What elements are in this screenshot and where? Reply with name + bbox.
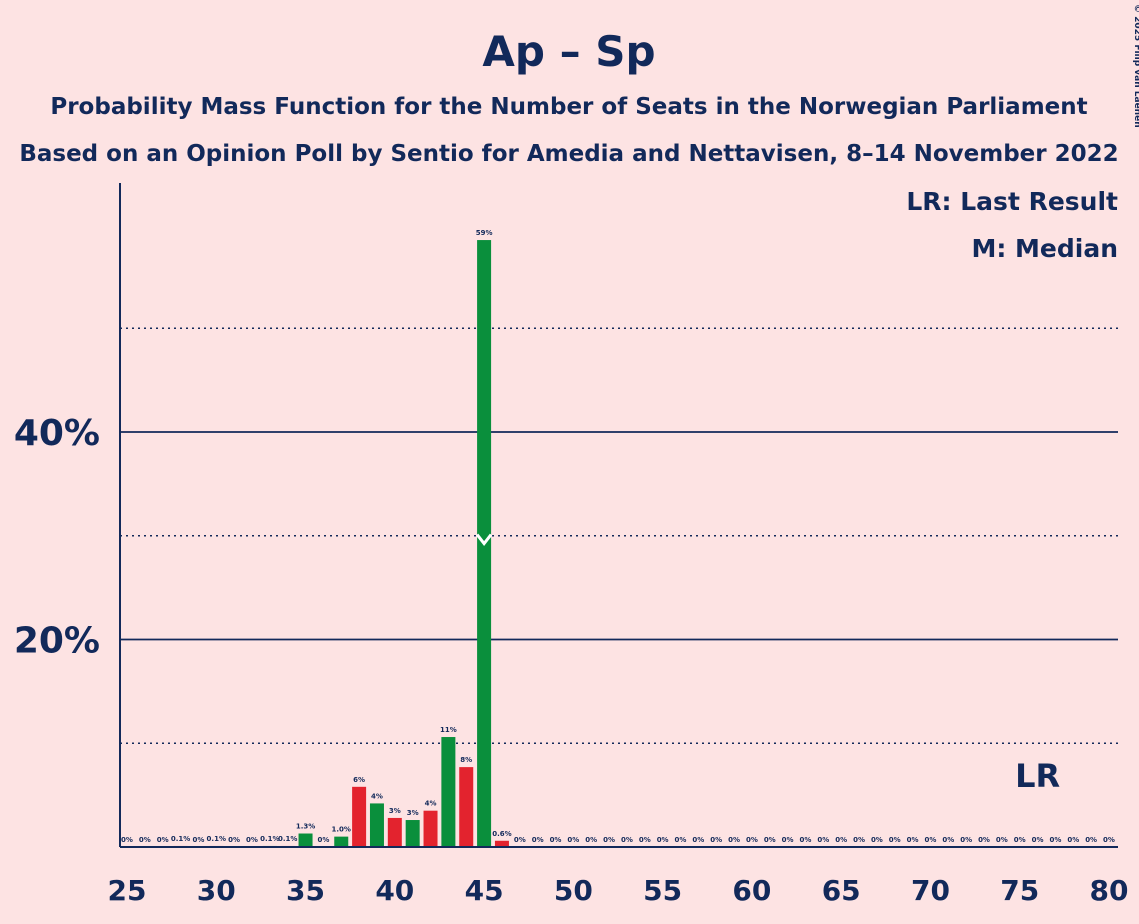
bar: [441, 737, 456, 847]
value-label: 0%: [871, 836, 883, 844]
legend-entry: M: Median: [971, 234, 1118, 263]
value-label: 0%: [532, 836, 544, 844]
x-tick-label: 75: [1000, 874, 1039, 907]
value-label: 0%: [603, 836, 615, 844]
value-label: 0%: [978, 836, 990, 844]
bar: [369, 803, 384, 847]
x-tick-label: 40: [375, 874, 414, 907]
median-marker: [475, 533, 493, 546]
bar: [405, 820, 420, 847]
value-label: 0%: [228, 836, 240, 844]
value-label: 0%: [675, 836, 687, 844]
value-label: 0%: [621, 836, 633, 844]
chart-subtitle: Probability Mass Function for the Number…: [50, 94, 1087, 120]
copyright: © 2025 Filip van Laenen: [1132, 4, 1139, 128]
value-label: 0%: [835, 836, 847, 844]
value-label: 4%: [425, 800, 437, 808]
value-label: 0%: [782, 836, 794, 844]
value-label: 0%: [1049, 836, 1061, 844]
value-label: 1.0%: [332, 826, 351, 834]
value-label: 0%: [139, 836, 151, 844]
bar: [494, 840, 509, 847]
value-label: 3%: [407, 809, 419, 817]
bar: [459, 767, 474, 847]
value-label: 0%: [550, 836, 562, 844]
value-label: 0.1%: [171, 835, 190, 843]
x-tick-label: 60: [732, 874, 771, 907]
value-label: 0%: [1103, 836, 1115, 844]
value-label: 4%: [371, 792, 383, 800]
value-label: 0%: [996, 836, 1008, 844]
x-tick-label: 55: [643, 874, 682, 907]
value-label: 0%: [853, 836, 865, 844]
x-tick-label: 35: [286, 874, 325, 907]
value-label: 0%: [1085, 836, 1097, 844]
legend-entry: LR: Last Result: [906, 187, 1118, 216]
bar: [298, 833, 313, 847]
value-label: 0%: [514, 836, 526, 844]
value-label: 0.1%: [278, 835, 297, 843]
value-label: 0%: [746, 836, 758, 844]
value-label: 0%: [764, 836, 776, 844]
value-label: 0%: [1014, 836, 1026, 844]
value-label: 8%: [460, 756, 472, 764]
value-label: 0%: [889, 836, 901, 844]
value-label: 0%: [907, 836, 919, 844]
value-label: 0%: [1032, 836, 1044, 844]
value-label: 0%: [1067, 836, 1079, 844]
value-label: 0%: [728, 836, 740, 844]
bar: [423, 810, 438, 847]
x-tick-label: 70: [911, 874, 950, 907]
bar: [334, 836, 349, 847]
value-label: 1.3%: [296, 823, 315, 831]
last-result-marker: LR: [1015, 757, 1060, 795]
value-label: 0%: [639, 836, 651, 844]
value-label: 0%: [692, 836, 704, 844]
value-label: 0%: [817, 836, 829, 844]
x-tick-label: 50: [554, 874, 593, 907]
value-label: 0.1%: [260, 835, 279, 843]
value-label: 0%: [246, 836, 258, 844]
bar: [352, 786, 367, 847]
value-label: 0%: [960, 836, 972, 844]
value-label: 59%: [476, 229, 493, 237]
value-label: 0%: [157, 836, 169, 844]
value-label: 0.1%: [207, 835, 226, 843]
value-label: 0.6%: [492, 830, 511, 838]
chart-title: Ap – Sp: [482, 27, 655, 76]
chart-subtitle: Based on an Opinion Poll by Sentio for A…: [19, 141, 1118, 167]
value-label: 0%: [800, 836, 812, 844]
value-label: 0%: [710, 836, 722, 844]
value-label: 0%: [567, 836, 579, 844]
y-tick-label: 20%: [14, 621, 100, 662]
value-label: 0%: [657, 836, 669, 844]
value-label: 0%: [317, 836, 329, 844]
bar: [387, 817, 402, 847]
x-tick-label: 45: [465, 874, 504, 907]
value-label: 0%: [192, 836, 204, 844]
x-tick-label: 30: [197, 874, 236, 907]
value-label: 0%: [942, 836, 954, 844]
y-tick-label: 40%: [14, 413, 100, 454]
value-label: 11%: [440, 726, 457, 734]
x-tick-label: 25: [108, 874, 147, 907]
x-tick-label: 65: [822, 874, 861, 907]
value-label: 6%: [353, 776, 365, 784]
value-label: 0%: [585, 836, 597, 844]
value-label: 0%: [925, 836, 937, 844]
value-label: 3%: [389, 807, 401, 815]
value-label: 0%: [121, 836, 133, 844]
x-tick-label: 80: [1090, 874, 1129, 907]
